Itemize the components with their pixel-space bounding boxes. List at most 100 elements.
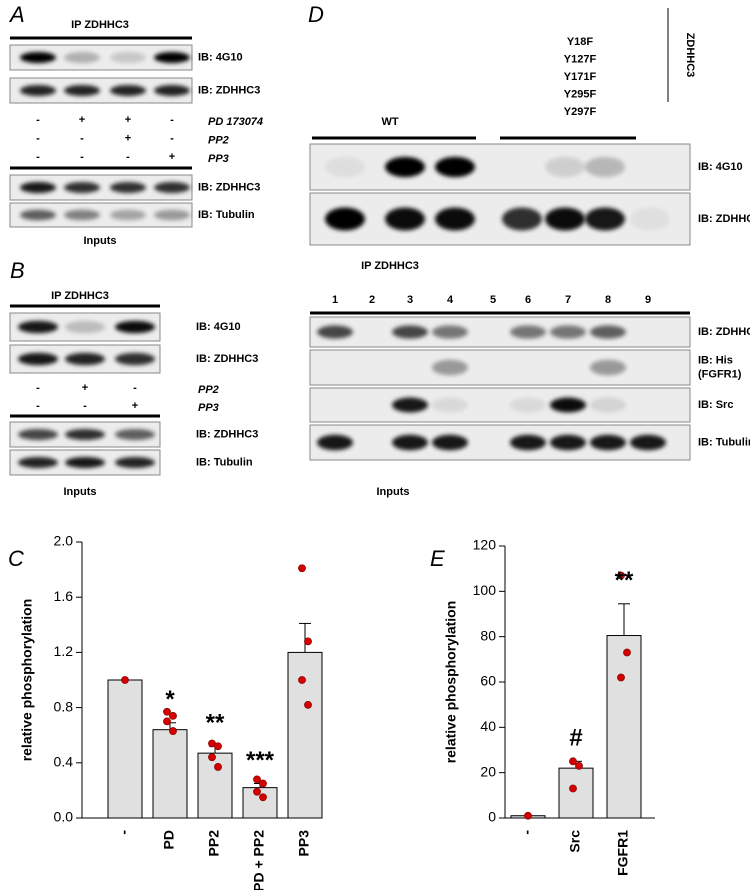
band bbox=[585, 207, 625, 231]
blot-label: IB: 4G10 bbox=[698, 161, 743, 173]
sign: + bbox=[132, 400, 138, 412]
blot-label: IB: ZDHHC3 bbox=[196, 353, 258, 365]
band bbox=[630, 434, 666, 451]
band bbox=[110, 182, 146, 193]
band bbox=[18, 429, 58, 440]
bar bbox=[606, 635, 642, 819]
sign: + bbox=[125, 132, 131, 144]
significance: *** bbox=[246, 747, 275, 774]
sign: - bbox=[36, 400, 40, 412]
blot-label: IB: ZDHHC3 bbox=[198, 84, 260, 96]
band bbox=[154, 85, 190, 96]
lane-number: 4 bbox=[447, 294, 454, 306]
band bbox=[65, 352, 105, 366]
sign: - bbox=[170, 114, 174, 126]
sign: + bbox=[125, 114, 131, 126]
band bbox=[20, 52, 56, 63]
significance: ** bbox=[206, 710, 225, 737]
data-point bbox=[259, 779, 267, 788]
sign: - bbox=[83, 400, 87, 412]
x-tick-label: PP2 bbox=[206, 830, 222, 857]
data-point bbox=[163, 707, 171, 716]
band bbox=[110, 52, 146, 63]
ip-label: IP ZDHHC3 bbox=[71, 19, 129, 31]
band bbox=[545, 156, 585, 178]
sign: + bbox=[79, 114, 85, 126]
blot bbox=[309, 424, 691, 461]
blot-label: IB: ZDHHC3 bbox=[698, 213, 750, 225]
ip-label: IP ZDHHC3 bbox=[51, 290, 109, 302]
band bbox=[510, 434, 546, 451]
lane-number: 1 bbox=[332, 294, 338, 306]
band bbox=[115, 457, 155, 468]
blot bbox=[309, 349, 691, 386]
x-tick-label: FGFR1 bbox=[615, 830, 631, 876]
x-tick-label: Src bbox=[567, 830, 583, 853]
band bbox=[65, 320, 105, 334]
blot-label: IB: ZDHHC3 bbox=[196, 428, 258, 440]
blot-label: IB: ZDHHC3 bbox=[698, 326, 750, 338]
sign: - bbox=[126, 151, 130, 163]
band bbox=[18, 320, 58, 334]
band bbox=[115, 429, 155, 440]
band bbox=[20, 182, 56, 193]
x-tick-label: - bbox=[116, 830, 132, 835]
band bbox=[64, 52, 100, 63]
y-tick-label: 100 bbox=[473, 582, 497, 598]
band bbox=[432, 434, 468, 451]
band bbox=[590, 325, 626, 339]
data-point bbox=[163, 717, 171, 726]
y-tick-label: 0 bbox=[488, 809, 496, 825]
data-point bbox=[617, 673, 625, 682]
y-tick-label: 0.4 bbox=[54, 754, 74, 770]
band bbox=[392, 325, 428, 339]
inputs-label: Inputs bbox=[84, 235, 117, 247]
band bbox=[18, 457, 58, 468]
sign: - bbox=[36, 114, 40, 126]
bar bbox=[107, 679, 143, 819]
y-axis-label: relative phosphorylation bbox=[443, 601, 459, 764]
y-tick-label: 60 bbox=[480, 673, 496, 689]
band bbox=[432, 397, 468, 413]
sign: - bbox=[80, 132, 84, 144]
data-point bbox=[304, 637, 312, 646]
treatment: PP3 bbox=[198, 402, 219, 414]
bar bbox=[152, 729, 188, 819]
blot bbox=[309, 192, 691, 246]
band bbox=[585, 156, 625, 178]
band bbox=[325, 207, 365, 231]
y-tick-label: 20 bbox=[480, 763, 496, 779]
band bbox=[432, 325, 468, 339]
mutation: Y127F bbox=[564, 53, 597, 65]
band bbox=[64, 182, 100, 193]
data-point bbox=[214, 742, 222, 751]
error-bar bbox=[299, 622, 311, 653]
data-point bbox=[524, 811, 532, 820]
y-tick-label: 1.6 bbox=[54, 588, 74, 604]
x-tick-label: PP3 bbox=[296, 830, 312, 857]
blot-label: IB: 4G10 bbox=[198, 51, 243, 63]
sign: - bbox=[170, 132, 174, 144]
data-point bbox=[569, 784, 577, 793]
data-point bbox=[214, 763, 222, 771]
band bbox=[590, 359, 626, 376]
band bbox=[502, 207, 542, 231]
data-point bbox=[253, 775, 261, 784]
y-tick-label: 2.0 bbox=[54, 533, 74, 549]
data-point bbox=[617, 571, 625, 580]
data-point bbox=[304, 700, 312, 709]
treatment: PP2 bbox=[198, 384, 219, 396]
band bbox=[510, 325, 546, 339]
lane-number: 6 bbox=[525, 294, 531, 306]
blot-label: (FGFR1) bbox=[698, 368, 742, 380]
band bbox=[317, 434, 353, 451]
band bbox=[435, 207, 475, 231]
band bbox=[110, 209, 146, 221]
y-tick-label: 40 bbox=[480, 718, 496, 734]
blot bbox=[309, 316, 691, 348]
data-point bbox=[298, 676, 306, 684]
significance: # bbox=[569, 725, 582, 752]
band bbox=[18, 352, 58, 366]
blot-label: IB: 4G10 bbox=[196, 321, 241, 333]
sign: - bbox=[36, 151, 40, 163]
